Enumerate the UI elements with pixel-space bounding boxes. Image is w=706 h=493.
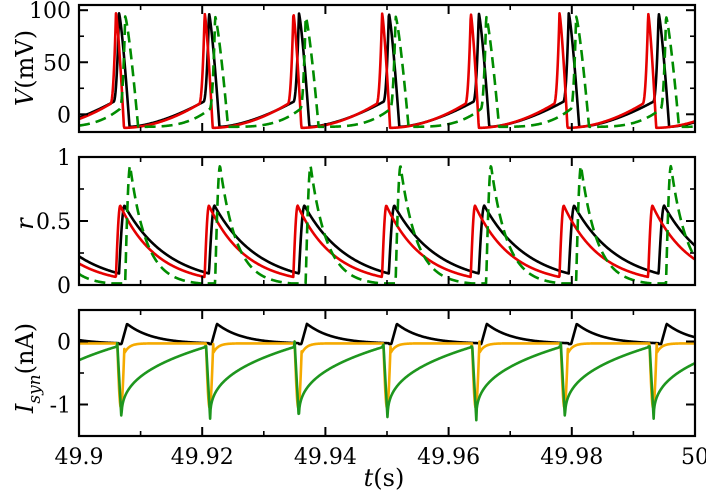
ylabel-top-unit: (mV) xyxy=(11,30,39,89)
panel-top-ylabel: V(mV) xyxy=(11,30,39,106)
x-tick-label: 49.92 xyxy=(171,445,234,470)
x-tick-label: 49.98 xyxy=(540,445,603,470)
y-tick-label: 0.5 xyxy=(36,210,71,235)
series-red-line xyxy=(79,204,695,279)
y-tick-label: -1 xyxy=(50,394,71,419)
y-tick-label: 0 xyxy=(57,274,71,299)
xlabel-unit: (s) xyxy=(373,464,404,492)
panel-middle: 00.51 xyxy=(36,146,697,299)
panel-bottom: -1 0 49.9 49.92 49.94 49.96 49.98 50 xyxy=(50,308,706,470)
ylabel-bottom-symbol: I xyxy=(11,403,39,414)
series-black-line xyxy=(79,322,695,346)
svg-text:V(mV): V(mV) xyxy=(11,30,39,106)
panel-bottom-ylabel: Isyn(nA) xyxy=(11,323,45,414)
y-tick-label: 0 xyxy=(57,331,71,356)
xlabel-symbol: t xyxy=(364,464,374,492)
y-tick-label: 100 xyxy=(29,0,71,24)
y-tick-label: 1 xyxy=(57,146,71,171)
y-tick-label: 0 xyxy=(57,103,71,128)
x-tick-label: 50 xyxy=(681,445,706,470)
series-green-line xyxy=(79,340,695,422)
y-tick-label: 50 xyxy=(43,51,71,76)
ylabel-middle-symbol: r xyxy=(11,217,39,230)
x-tick-label: 49.9 xyxy=(55,445,104,470)
series-green-line xyxy=(79,15,695,129)
series-red-line xyxy=(79,12,695,130)
x-tick-label: 49.94 xyxy=(294,445,357,470)
ylabel-bottom-unit: (nA) xyxy=(11,323,39,375)
panel-top: 0 50 100 xyxy=(29,0,697,134)
ylabel-bottom-subscript: syn xyxy=(25,374,45,403)
x-tick-label: 49.96 xyxy=(417,445,480,470)
svg-text:Isyn(nA): Isyn(nA) xyxy=(11,323,45,414)
ylabel-top-symbol: V xyxy=(11,86,39,106)
xlabel: t(s) xyxy=(364,464,405,492)
panel-middle-ylabel: r xyxy=(11,217,39,230)
series-black-line xyxy=(79,204,695,275)
